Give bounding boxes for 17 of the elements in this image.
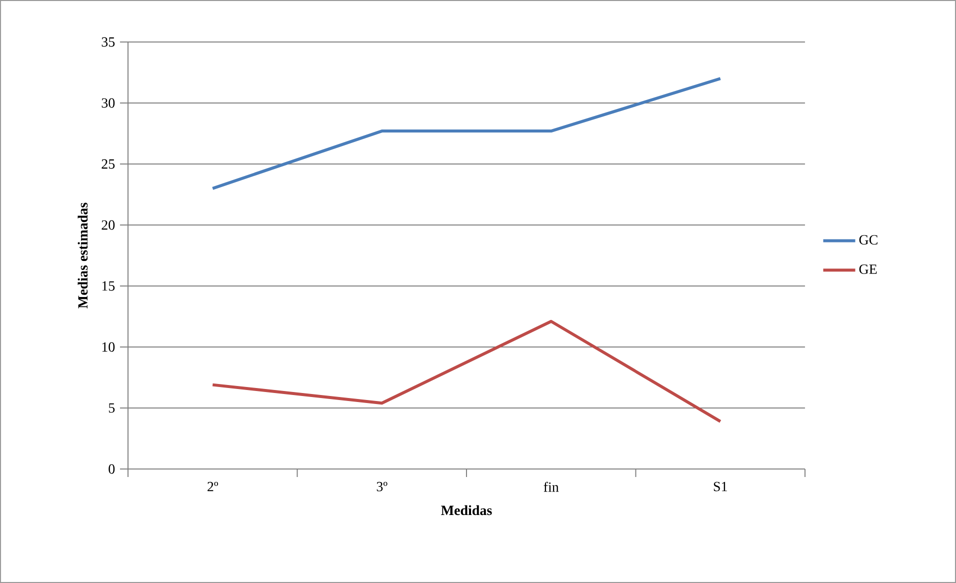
y-tick-label: 35 [102,37,115,47]
y-tick-label: 30 [102,98,115,108]
x-tick-label: 3º [376,482,388,492]
y-tick-label: 15 [102,281,115,291]
y-tick-label: 5 [108,403,115,413]
y-tick-label: 10 [102,342,115,352]
y-tick-label: 0 [108,464,115,474]
legend-label: GE [859,264,877,274]
line-series [211,320,722,423]
x-tick-label: 2º [208,482,218,492]
y-tick-label: 25 [102,159,115,169]
x-tick-label: S1 [714,482,727,492]
legend-label: GC [859,235,878,245]
x-tick-label: fin [544,482,559,492]
x-axis-title: Medidas [441,505,492,516]
y-axis-title: Medias estimadas [78,202,88,308]
y-tick-label: 20 [102,220,115,230]
